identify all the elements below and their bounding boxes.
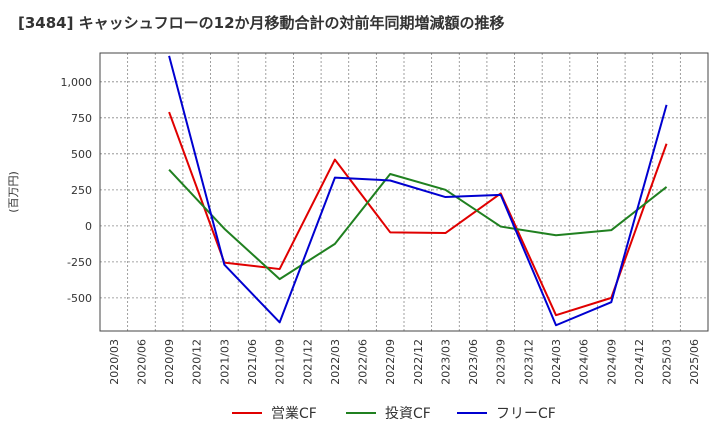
- legend-label: 営業CF: [271, 406, 317, 422]
- x-tick-label: 2022/09: [384, 339, 397, 385]
- y-tick-label: 1,000: [61, 76, 93, 89]
- x-tick-label: 2021/03: [218, 339, 231, 385]
- x-tick-label: 2024/06: [578, 339, 591, 385]
- x-tick-label: 2021/09: [274, 339, 287, 385]
- x-tick-label: 2025/03: [661, 339, 674, 385]
- x-tick-label: 2024/12: [633, 339, 646, 385]
- y-tick-label: -250: [67, 256, 92, 269]
- x-tick-label: 2020/09: [163, 339, 176, 385]
- series-line-2: [168, 168, 668, 281]
- x-tick-label: 2024/09: [605, 339, 618, 385]
- legend-label: フリーCF: [496, 406, 556, 422]
- x-tick-label: 2023/12: [522, 339, 535, 385]
- x-tick-label: 2020/06: [135, 339, 148, 385]
- x-tick-label: 2020/12: [191, 339, 204, 385]
- chart-title: [3484] キャッシュフローの12か月移動合計の対前年同期増減額の推移: [18, 14, 505, 32]
- plot-border: [99, 52, 709, 332]
- series-line-1: [168, 111, 668, 317]
- y-axis-title: (百万円): [7, 171, 20, 213]
- x-tick-label: 2021/06: [246, 339, 259, 385]
- x-tick-label: 2023/09: [495, 339, 508, 385]
- y-tick-label: -500: [67, 292, 92, 305]
- series-line-3: [168, 55, 668, 327]
- x-tick-label: 2022/12: [412, 339, 425, 385]
- y-tick-label: 250: [71, 184, 92, 197]
- x-tick-label: 2021/12: [301, 339, 314, 385]
- y-tick-label: 750: [71, 112, 92, 125]
- x-tick-label: 2025/06: [688, 339, 701, 385]
- plot-area: [100, 53, 708, 331]
- x-tick-label: 2024/03: [550, 339, 563, 385]
- y-tick-label: 0: [85, 220, 92, 233]
- legend-label: 投資CF: [385, 406, 431, 422]
- y-tick-label: 500: [71, 148, 92, 161]
- x-tick-label: 2023/06: [467, 339, 480, 385]
- x-tick-label: 2020/03: [108, 339, 121, 385]
- x-tick-label: 2022/03: [329, 339, 342, 385]
- x-tick-label: 2023/03: [439, 339, 452, 385]
- x-tick-label: 2022/06: [357, 339, 370, 385]
